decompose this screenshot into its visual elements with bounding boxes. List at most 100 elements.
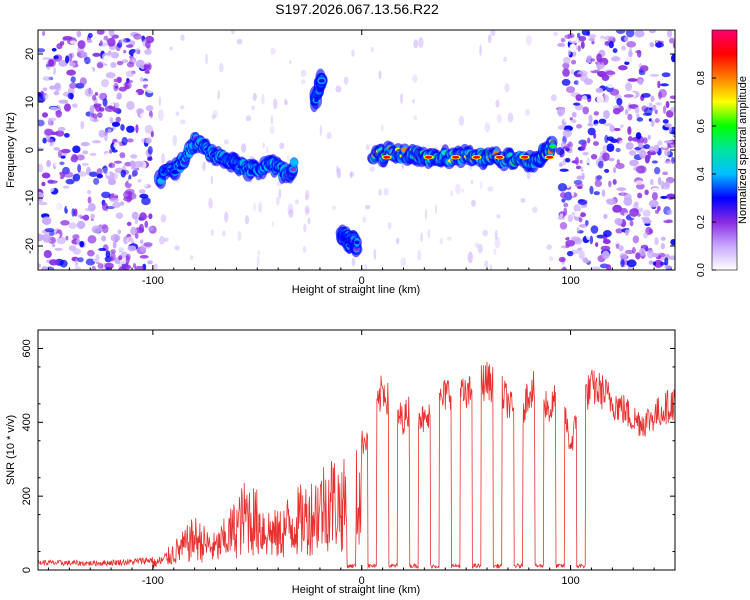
noise-blob	[562, 56, 571, 64]
smear-blob	[163, 237, 169, 243]
smear-blob	[286, 155, 290, 162]
noise-blob	[631, 246, 636, 254]
noise-blob	[38, 110, 43, 114]
smear-blob	[526, 171, 531, 180]
noise-blob	[579, 159, 583, 164]
noise-blob	[581, 95, 588, 103]
noise-blob	[148, 213, 153, 220]
noise-blob	[615, 228, 623, 234]
noise-blob	[618, 65, 628, 71]
noise-blob	[626, 41, 637, 48]
smear-blob	[365, 144, 370, 151]
smear-blob	[303, 223, 307, 233]
noise-blob	[72, 197, 83, 204]
spec-xtick-label: 0	[359, 275, 365, 287]
smear-blob	[261, 93, 265, 105]
smear-blob	[217, 90, 220, 100]
noise-blob	[89, 46, 98, 54]
noise-blob	[96, 173, 103, 179]
noise-blob	[628, 189, 636, 194]
noise-blob	[638, 248, 646, 257]
noise-blob	[628, 50, 633, 58]
smear-blob	[550, 94, 557, 102]
noise-blob	[620, 191, 625, 197]
noise-blob	[583, 78, 593, 86]
noise-blob	[577, 45, 581, 52]
noise-blob	[638, 142, 643, 148]
noise-blob	[87, 32, 93, 38]
noise-blob	[620, 258, 625, 268]
peak-core	[496, 155, 504, 159]
noise-blob	[38, 197, 43, 203]
noise-blob	[141, 80, 150, 85]
noise-blob	[562, 68, 570, 77]
noise-blob	[625, 142, 634, 150]
snr-ytick-label: 200	[21, 487, 33, 505]
noise-blob	[651, 160, 658, 164]
noise-blob	[38, 119, 45, 127]
noise-blob	[563, 202, 569, 208]
noise-blob	[602, 152, 610, 162]
smear-blob	[305, 189, 310, 200]
noise-blob	[80, 178, 87, 187]
peak-core	[521, 155, 529, 159]
smear-blob	[189, 255, 194, 260]
smear-blob	[153, 263, 158, 270]
snr-xlabel: Height of straight line (km)	[292, 584, 420, 596]
noise-blob	[130, 91, 139, 97]
noise-blob	[94, 92, 99, 96]
noise-blob	[126, 221, 132, 226]
noise-blob	[103, 152, 113, 161]
smear-blob	[278, 188, 282, 200]
noise-blob	[41, 216, 52, 225]
smear-blob	[504, 83, 510, 93]
smear-blob	[427, 229, 431, 239]
noise-blob	[130, 226, 138, 236]
noise-blob	[134, 218, 139, 225]
noise-blob	[660, 195, 668, 200]
noise-blob	[616, 159, 620, 165]
smear-blob	[180, 119, 186, 125]
noise-blob	[636, 117, 644, 122]
noise-blob	[106, 172, 111, 177]
track-spike-lower	[335, 224, 363, 258]
noise-blob	[90, 213, 95, 219]
noise-blob	[660, 242, 666, 250]
noise-blob	[593, 123, 603, 128]
noise-blob	[112, 208, 117, 213]
noise-blob	[592, 141, 599, 146]
noise-blob	[56, 236, 66, 245]
smear-blob	[365, 204, 371, 210]
noise-blob	[147, 146, 153, 155]
noise-blob	[636, 225, 646, 231]
smear-blob	[266, 146, 269, 154]
carrier-peaks	[381, 155, 555, 160]
smear-blob	[489, 264, 493, 270]
noise-blob	[624, 99, 630, 104]
noise-blob	[98, 107, 105, 112]
noise-blob	[116, 92, 122, 100]
noise-blob	[576, 124, 583, 129]
track-carrier-right	[367, 135, 558, 173]
noise-blob	[662, 171, 669, 176]
smear-blob	[412, 99, 415, 104]
noise-blob	[41, 266, 49, 270]
noise-blob	[575, 165, 582, 170]
noise-blob	[41, 234, 51, 241]
smear-blob	[205, 53, 209, 65]
noise-blob	[81, 96, 86, 102]
noise-blob	[578, 217, 583, 223]
noise-blob	[139, 239, 144, 245]
noise-blob	[77, 257, 84, 263]
noise-blob	[116, 76, 122, 84]
noise-blob	[115, 116, 121, 123]
noise-blob	[602, 144, 608, 153]
noise-blob	[558, 232, 569, 239]
noise-blob	[654, 118, 660, 124]
noise-blob	[653, 144, 659, 153]
snr-ytick-label: 400	[21, 413, 33, 431]
noise-blob	[559, 161, 567, 166]
noise-blob	[648, 145, 655, 152]
noise-blob	[592, 260, 601, 267]
smear-blob	[236, 38, 243, 45]
